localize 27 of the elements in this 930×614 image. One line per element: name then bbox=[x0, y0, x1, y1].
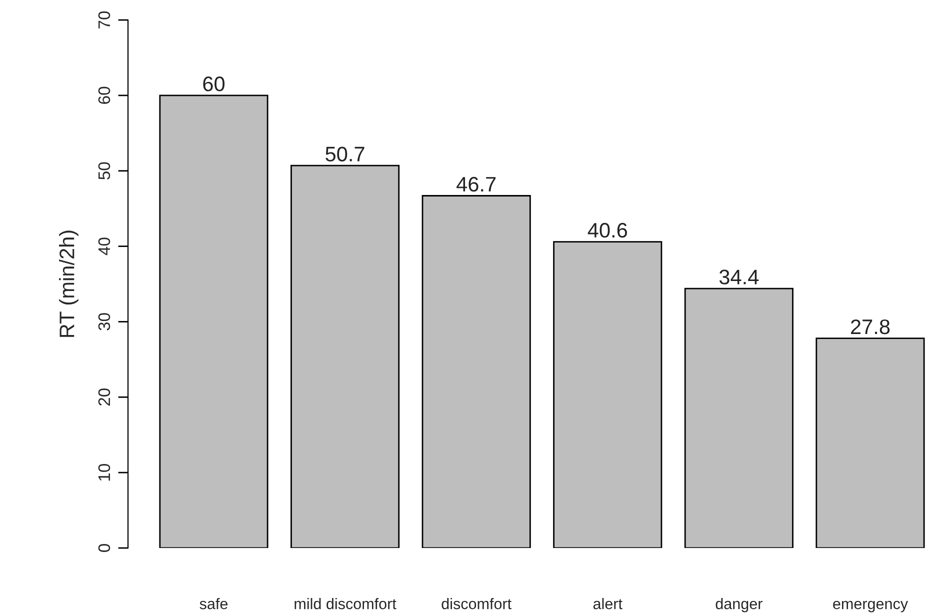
y-tick-label: 0 bbox=[98, 544, 110, 552]
bar bbox=[290, 164, 400, 548]
y-tick-label: 70 bbox=[98, 11, 110, 28]
y-tick-label: 60 bbox=[98, 86, 110, 104]
data-label: 46.7 bbox=[456, 176, 496, 192]
bar bbox=[684, 288, 794, 548]
bar bbox=[159, 94, 268, 548]
x-tick-label: mild discomfort bbox=[294, 598, 396, 610]
bar bbox=[422, 195, 531, 548]
data-label: 27.8 bbox=[851, 319, 890, 334]
bar bbox=[553, 241, 662, 548]
data-label: 50.7 bbox=[326, 146, 364, 162]
x-tick-label: discomfort bbox=[442, 598, 512, 610]
data-label: 34.4 bbox=[719, 270, 759, 284]
x-tick-label: alert bbox=[593, 598, 622, 610]
x-tick-label: safe bbox=[200, 598, 228, 610]
y-tick-label: 10 bbox=[98, 464, 110, 481]
y-axis-title: RT (min/2h) bbox=[59, 230, 78, 337]
y-tick-label: 40 bbox=[98, 238, 110, 256]
y-tick-label: 30 bbox=[98, 313, 110, 330]
y-tick-label: 20 bbox=[98, 388, 110, 406]
data-label: 60 bbox=[203, 76, 225, 92]
data-label: 40.6 bbox=[588, 222, 627, 238]
x-tick-label: emergency bbox=[833, 600, 908, 612]
x-tick-label: danger bbox=[716, 598, 762, 612]
y-tick-label: 50 bbox=[98, 162, 110, 180]
bar bbox=[816, 338, 925, 548]
